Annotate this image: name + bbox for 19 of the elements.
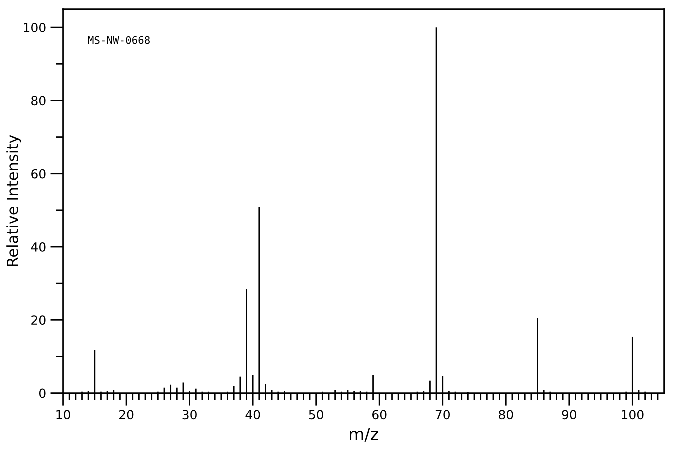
x-tick-label: 10 bbox=[56, 410, 70, 420]
x-tick-label: 70 bbox=[436, 410, 450, 420]
x-tick-label: 60 bbox=[372, 410, 387, 420]
y-tick-label: 100 bbox=[24, 23, 46, 32]
x-tick-label: 80 bbox=[499, 410, 514, 420]
y-tick-label: 80 bbox=[32, 96, 46, 106]
x-tick-label: 30 bbox=[182, 410, 197, 420]
x-tick-label: 50 bbox=[309, 410, 324, 420]
x-tick-label: 20 bbox=[120, 410, 134, 420]
y-tick-label: 0 bbox=[39, 388, 46, 398]
x-tick-label: 90 bbox=[562, 410, 577, 420]
y-tick-label: 40 bbox=[31, 242, 46, 252]
x-tick-label: 40 bbox=[246, 410, 260, 420]
y-tick-label: 60 bbox=[32, 169, 46, 179]
y-axis-title: Relative Intensity bbox=[6, 135, 22, 266]
x-axis-title: m/z bbox=[350, 428, 378, 442]
y-tick-label: 20 bbox=[32, 316, 46, 326]
x-tick-label: 100 bbox=[622, 410, 644, 420]
annotation: MS-NW-0668 bbox=[88, 36, 150, 44]
